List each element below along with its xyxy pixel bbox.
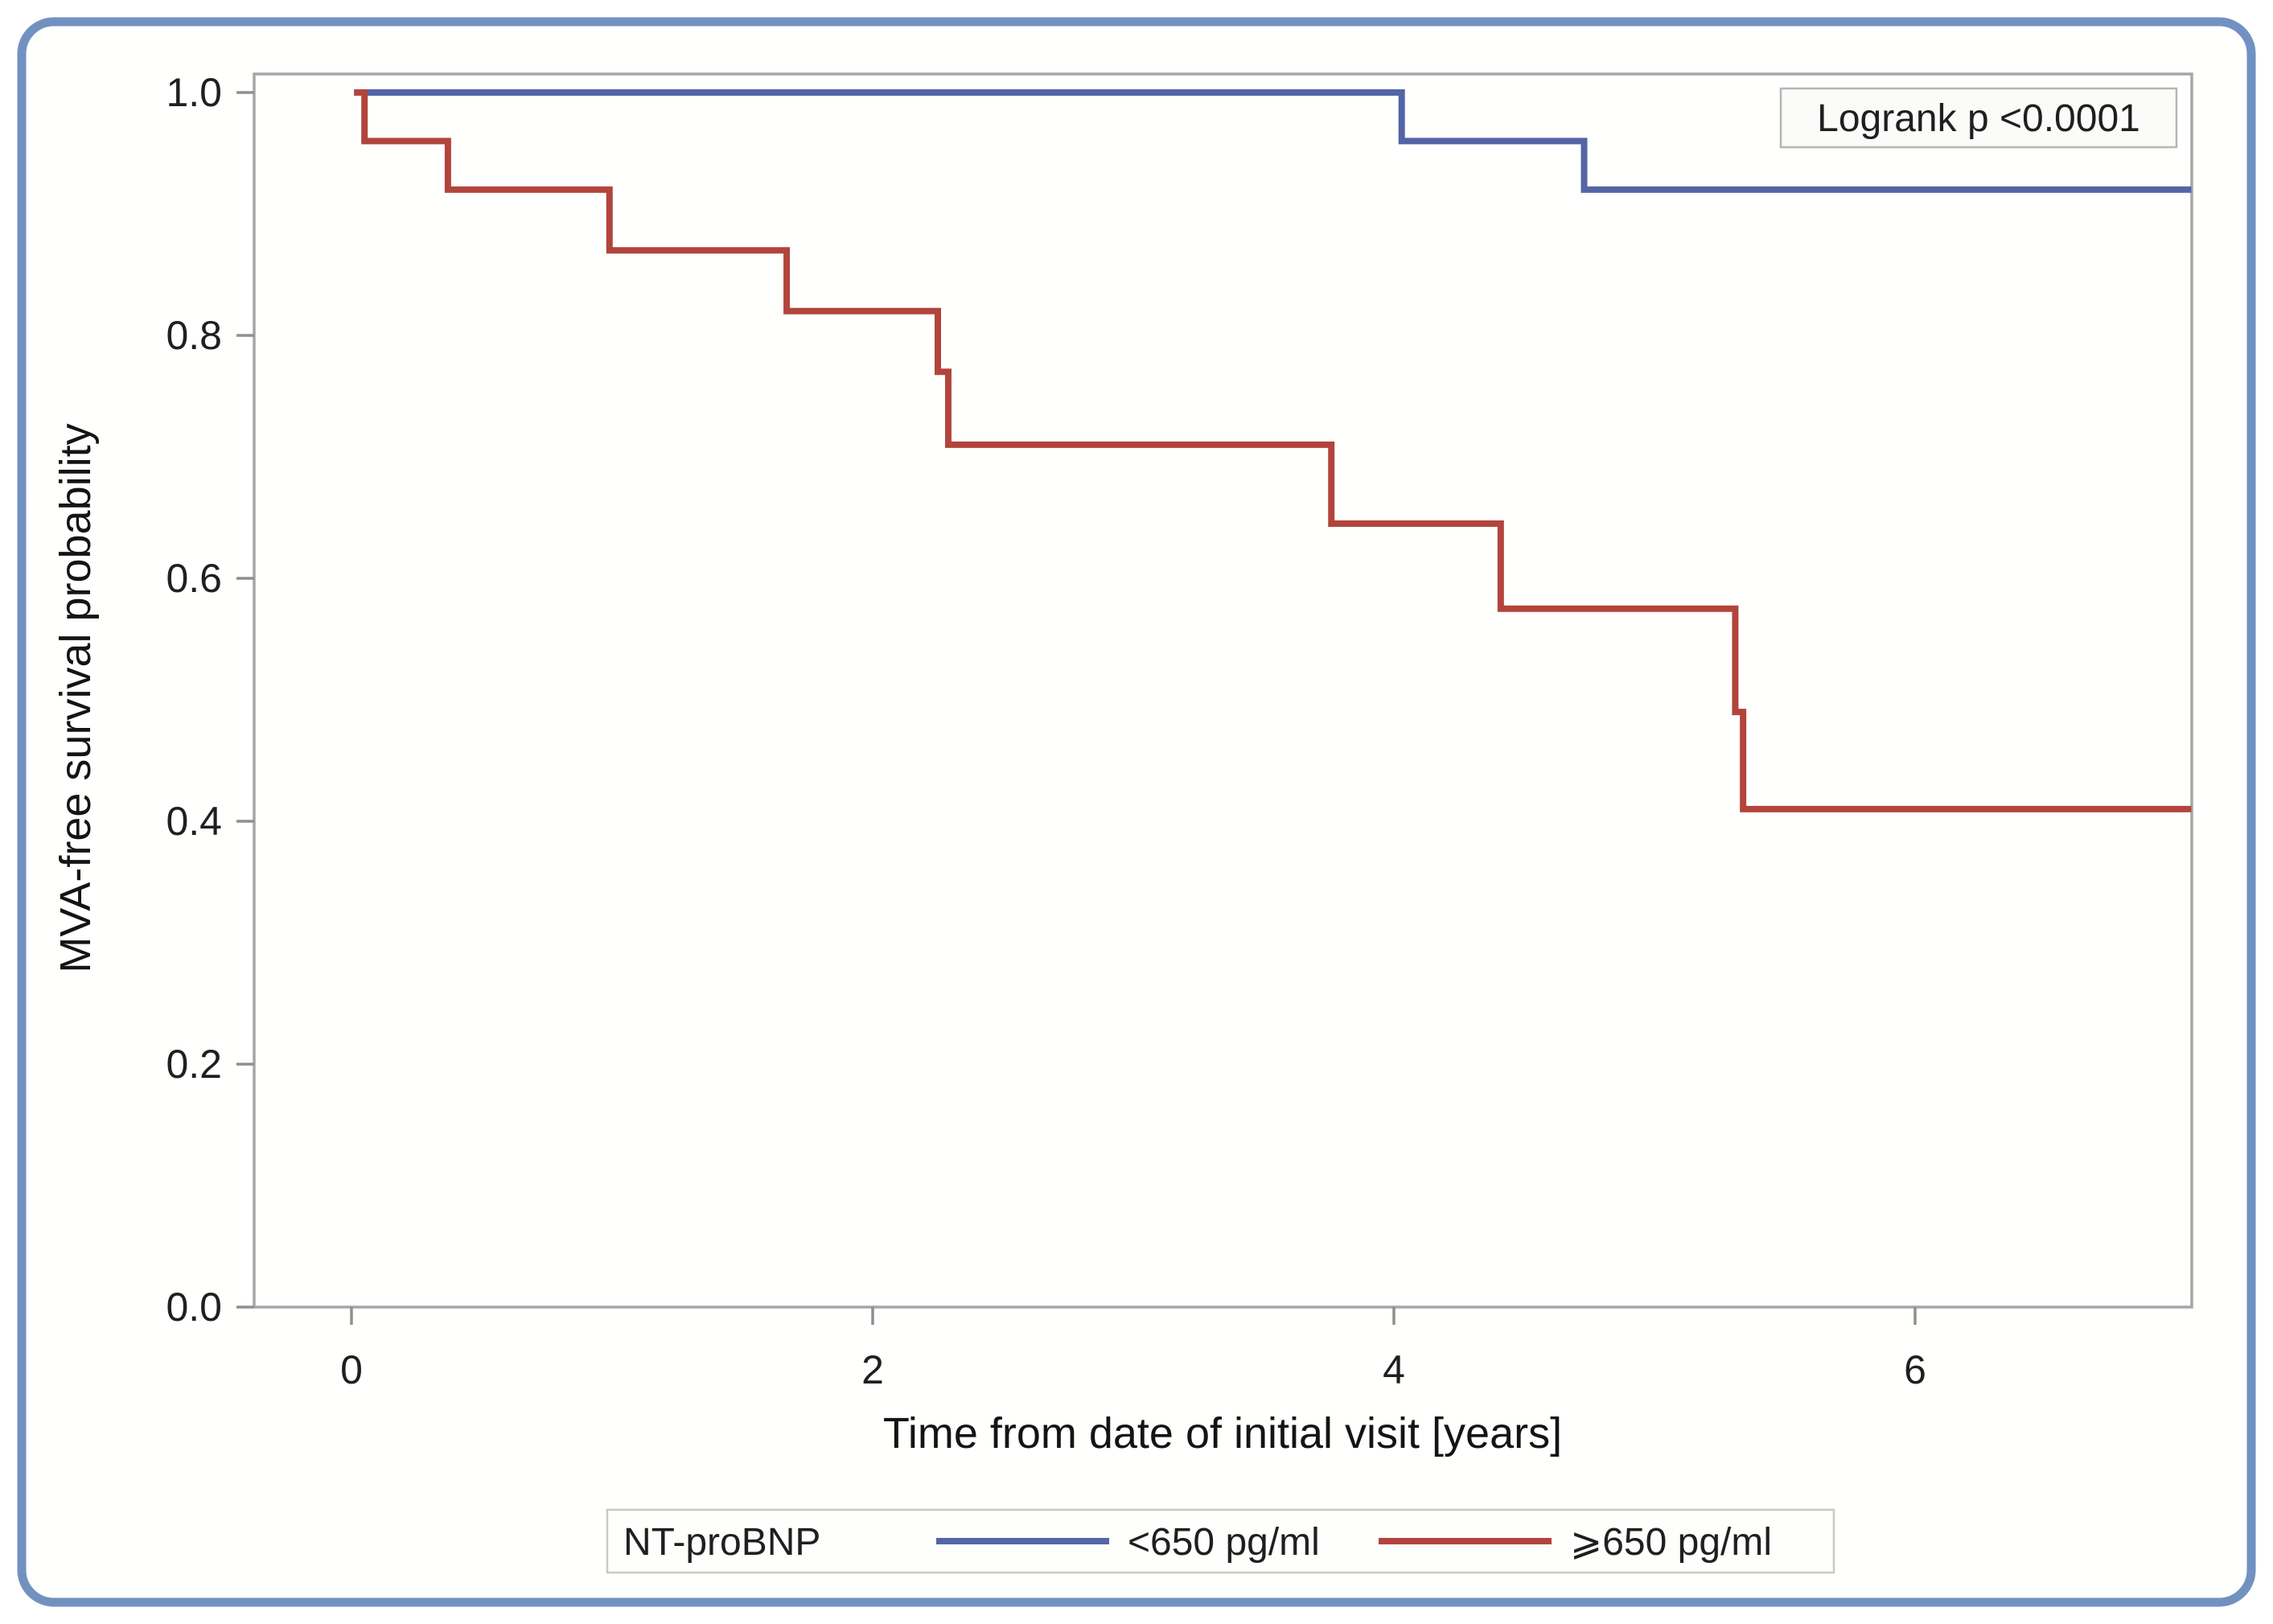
y-axis-title: MVA-free survival probability xyxy=(51,423,100,972)
x-axis-ticks: 0 2 4 6 xyxy=(340,1307,1926,1392)
survival-curve-ge650 xyxy=(354,89,2192,812)
y-axis-ticks: 1.0 0.8 0.6 0.4 0.2 0.0 xyxy=(166,70,254,1330)
x-tick-label: 2 xyxy=(861,1347,884,1392)
x-tick-label: 0 xyxy=(340,1347,363,1392)
x-tick-label: 4 xyxy=(1383,1347,1405,1392)
y-tick-label: 0.4 xyxy=(166,799,222,844)
y-tick-label: 0.2 xyxy=(166,1042,222,1087)
legend-label-ge650: ⩾650 pg/ml xyxy=(1570,1521,1772,1564)
legend-title: NT-proBNP xyxy=(623,1521,820,1564)
y-tick-label: 1.0 xyxy=(166,70,222,115)
x-tick-label: 6 xyxy=(1904,1347,1926,1392)
logrank-annotation-box xyxy=(1779,87,2178,149)
survival-curve-lt650 xyxy=(354,89,2192,193)
y-tick-label: 0.0 xyxy=(166,1285,222,1330)
legend-label-lt650: <650 pg/ml xyxy=(1128,1521,1320,1564)
survival-curves xyxy=(354,89,2192,812)
logrank-annotation-text: Logrank p <0.0001 xyxy=(1817,97,2140,140)
figure-border xyxy=(17,17,2256,1607)
plot-area xyxy=(253,72,2193,1309)
x-axis-title: Time from date of initial visit [years] xyxy=(883,1409,1562,1457)
y-tick-label: 0.8 xyxy=(166,313,222,358)
y-tick-label: 0.6 xyxy=(166,556,222,601)
legend-box xyxy=(606,1508,1835,1574)
